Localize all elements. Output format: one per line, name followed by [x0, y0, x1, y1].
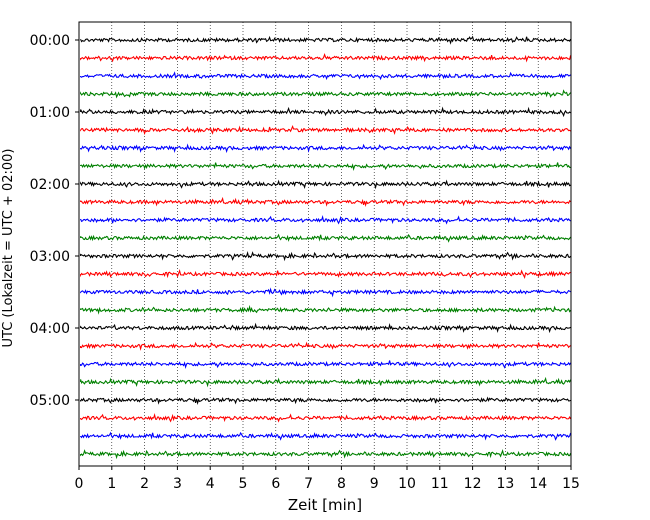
seismic-trace: [80, 412, 572, 423]
seismic-trace: [80, 287, 571, 298]
seismic-trace: [80, 376, 572, 388]
y-tick-label: 00:00: [30, 33, 70, 49]
seismic-trace: [80, 268, 571, 279]
x-axis-label: Zeit [min]: [288, 496, 362, 514]
seismic-trace: [80, 143, 572, 154]
x-tick-label: 3: [173, 476, 182, 492]
x-tick-label: 14: [529, 476, 547, 492]
seismic-trace: [80, 233, 572, 243]
seismic-trace: [80, 196, 571, 207]
x-axis: 0 1 2 3 4 5 6 7 8 9 10 11 12 13 14 15: [75, 466, 580, 492]
plot-frame: [78, 21, 572, 467]
y-tick-label: 04:00: [30, 321, 70, 337]
x-tick-label: 8: [337, 476, 346, 492]
seismic-trace: [80, 431, 572, 441]
seismic-trace: [80, 251, 572, 262]
x-tick-label: 2: [140, 476, 149, 492]
y-axis-label: UTC (Lokalzeit = UTC + 02:00): [1, 149, 16, 348]
seismic-trace: [80, 360, 572, 370]
seismic-trace: [80, 179, 571, 190]
x-tick-label: 6: [271, 476, 280, 492]
x-tick-label: 12: [464, 476, 482, 492]
x-tick-label: 9: [370, 476, 379, 492]
seismic-trace: [80, 341, 571, 351]
y-axis: 00:00 01:00 02:00 03:00 04:00 05:00: [30, 33, 79, 409]
seismic-trace: [80, 396, 571, 405]
seismic-trace: [80, 106, 571, 118]
x-tick-label: 11: [431, 476, 449, 492]
seismic-trace: [80, 125, 571, 136]
seismic-trace: [80, 71, 571, 81]
seismic-trace: [80, 322, 571, 334]
seismic-trace: [80, 162, 571, 172]
seismic-traces: [80, 35, 572, 460]
seismic-trace: [80, 304, 572, 315]
x-tick-label: 15: [562, 476, 580, 492]
seismic-trace: [80, 35, 572, 45]
y-tick-label: 02:00: [30, 177, 70, 193]
x-tick-label: 7: [304, 476, 313, 492]
x-tick-label: 4: [206, 476, 215, 492]
grid-lines: [111, 22, 539, 466]
y-tick-label: 03:00: [30, 249, 70, 265]
y-tick-label: 05:00: [30, 393, 70, 409]
x-tick-label: 5: [239, 476, 248, 492]
x-tick-label: 1: [107, 476, 116, 492]
seismic-trace: [80, 214, 571, 225]
y-tick-label: 01:00: [30, 105, 70, 121]
seismic-trace: [80, 89, 572, 99]
x-tick-label: 13: [496, 476, 514, 492]
seismic-trace: [80, 52, 572, 63]
x-tick-label: 10: [398, 476, 416, 492]
seismic-trace: [80, 448, 572, 460]
x-tick-label: 0: [75, 476, 84, 492]
